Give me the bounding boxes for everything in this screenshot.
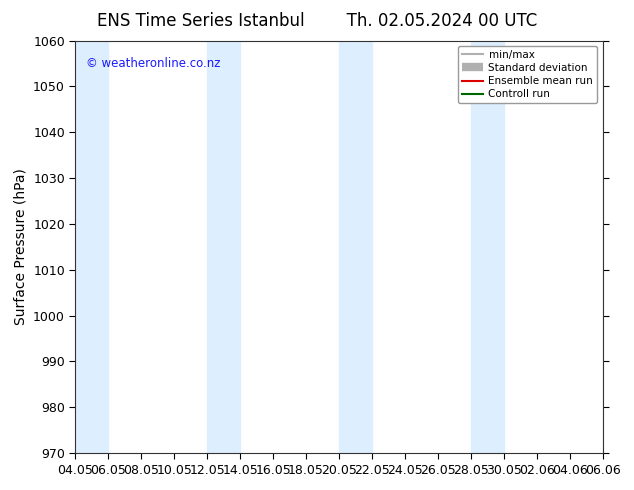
Y-axis label: Surface Pressure (hPa): Surface Pressure (hPa) xyxy=(13,169,27,325)
Bar xyxy=(207,41,240,453)
Text: ENS Time Series Istanbul        Th. 02.05.2024 00 UTC: ENS Time Series Istanbul Th. 02.05.2024 … xyxy=(97,12,537,30)
Bar xyxy=(75,41,108,453)
Bar xyxy=(603,41,634,453)
Text: © weatheronline.co.nz: © weatheronline.co.nz xyxy=(86,57,221,70)
Legend: min/max, Standard deviation, Ensemble mean run, Controll run: min/max, Standard deviation, Ensemble me… xyxy=(458,46,597,103)
Bar xyxy=(339,41,372,453)
Bar xyxy=(471,41,504,453)
